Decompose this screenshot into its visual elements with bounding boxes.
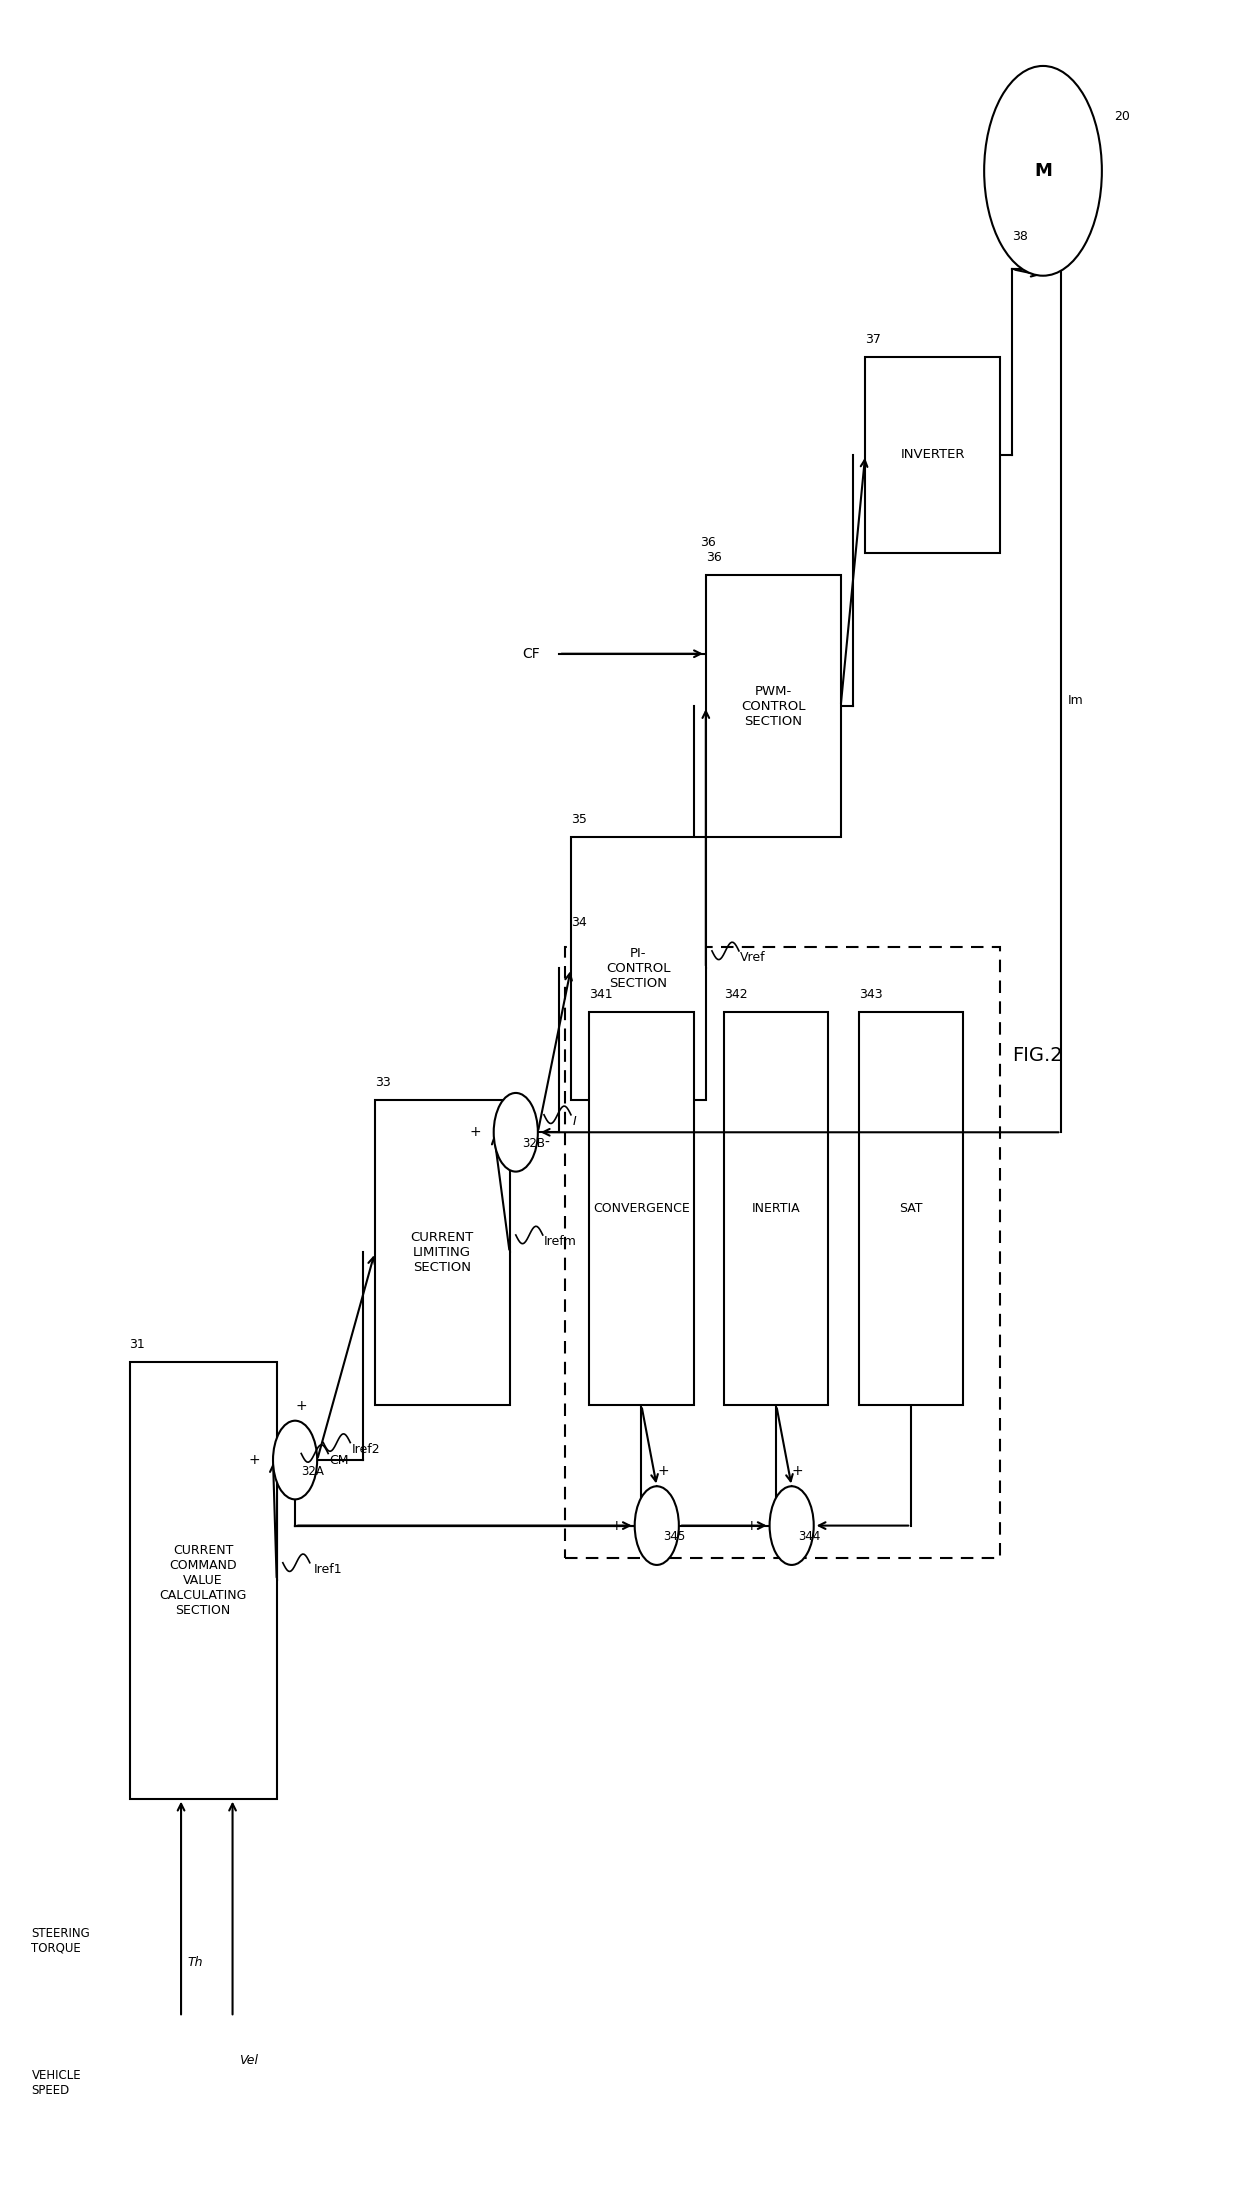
Text: CF: CF <box>522 647 539 660</box>
Text: 36: 36 <box>699 537 715 550</box>
Text: 342: 342 <box>724 987 748 1001</box>
Bar <box>129 1361 277 1799</box>
Text: 32A: 32A <box>301 1465 324 1478</box>
Text: Vel: Vel <box>238 2054 258 2067</box>
Text: VEHICLE
SPEED: VEHICLE SPEED <box>31 2069 81 2098</box>
Text: CM: CM <box>330 1454 348 1467</box>
Text: I: I <box>572 1115 575 1128</box>
Circle shape <box>770 1487 813 1566</box>
Text: +: + <box>295 1399 308 1414</box>
Text: Iref1: Iref1 <box>314 1563 342 1577</box>
Text: Iref2: Iref2 <box>351 1443 381 1456</box>
Text: M: M <box>1034 163 1052 180</box>
Text: PWM-
CONTROL
SECTION: PWM- CONTROL SECTION <box>742 684 806 728</box>
Text: 35: 35 <box>570 814 587 827</box>
Text: +: + <box>745 1520 756 1533</box>
Text: INERTIA: INERTIA <box>751 1203 801 1216</box>
Text: Im: Im <box>1068 695 1084 708</box>
Text: 31: 31 <box>129 1337 145 1350</box>
Text: -: - <box>544 1137 549 1150</box>
Circle shape <box>985 66 1102 275</box>
Text: 341: 341 <box>589 987 613 1001</box>
Text: 37: 37 <box>866 332 882 345</box>
Text: Irefm: Irefm <box>544 1236 577 1249</box>
Text: STEERING
TORQUE: STEERING TORQUE <box>31 1926 91 1955</box>
Bar <box>565 946 1001 1559</box>
Bar <box>866 356 1001 554</box>
Bar <box>859 1012 963 1405</box>
Text: +: + <box>657 1465 668 1478</box>
Circle shape <box>494 1093 538 1172</box>
Text: INVERTER: INVERTER <box>900 449 965 462</box>
Bar <box>724 1012 828 1405</box>
Text: +: + <box>249 1454 260 1467</box>
Text: CURRENT
LIMITING
SECTION: CURRENT LIMITING SECTION <box>410 1231 474 1273</box>
Text: FIG.2: FIG.2 <box>1012 1047 1063 1064</box>
Text: 343: 343 <box>859 987 883 1001</box>
Text: 344: 344 <box>797 1531 820 1544</box>
Text: 38: 38 <box>1012 231 1028 242</box>
Text: +: + <box>610 1520 622 1533</box>
Bar <box>570 838 706 1100</box>
Text: CONVERGENCE: CONVERGENCE <box>593 1203 689 1216</box>
Text: 345: 345 <box>663 1531 686 1544</box>
Text: +: + <box>792 1465 804 1478</box>
Text: CURRENT
COMMAND
VALUE
CALCULATING
SECTION: CURRENT COMMAND VALUE CALCULATING SECTIO… <box>160 1544 247 1616</box>
Text: 32B: 32B <box>522 1137 544 1150</box>
Text: 20: 20 <box>1114 110 1130 123</box>
Text: Vref: Vref <box>740 950 766 963</box>
Text: SAT: SAT <box>899 1203 923 1216</box>
Text: Th: Th <box>187 1957 202 1968</box>
Circle shape <box>635 1487 678 1566</box>
Text: 36: 36 <box>706 552 722 565</box>
Text: +: + <box>470 1126 481 1139</box>
Text: 34: 34 <box>570 917 587 928</box>
Bar <box>589 1012 693 1405</box>
Bar <box>374 1100 510 1405</box>
Text: PI-
CONTROL
SECTION: PI- CONTROL SECTION <box>606 948 671 990</box>
Bar <box>706 576 841 838</box>
Circle shape <box>273 1421 317 1500</box>
Text: 33: 33 <box>374 1075 391 1089</box>
